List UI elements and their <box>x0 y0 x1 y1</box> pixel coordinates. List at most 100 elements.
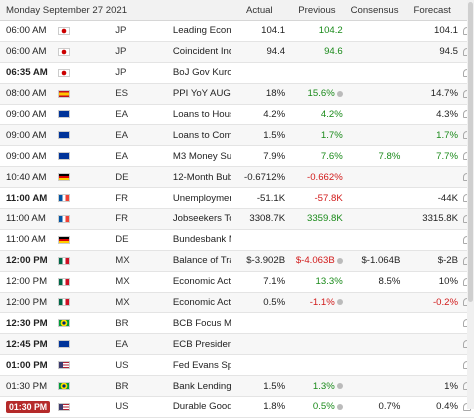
country-code: DE <box>115 234 129 246</box>
event-name[interactable]: Loans to Households YoY AUG <box>172 109 231 120</box>
table-row[interactable]: 12:00 PM MX Economic Activity MoM JUL 0.5% -… <box>0 292 474 314</box>
event-cell[interactable]: Loans to Companies YoY AUG <box>172 124 231 147</box>
actual-cell: 94.4 <box>230 41 289 63</box>
table-row[interactable]: 06:00 AM JP Leading Economic Index Final J… <box>0 20 474 42</box>
country-code: MX <box>115 276 130 288</box>
actual-value: 1.5% <box>263 380 286 392</box>
previous-value: -0.662% <box>307 171 343 183</box>
consensus-cell <box>345 292 404 314</box>
country-cell: FR <box>115 208 173 230</box>
actual-value: 7.1% <box>263 276 286 288</box>
event-time: 09:00 AM <box>6 129 47 141</box>
event-cell[interactable]: BoJ Gov Kuroda Speech🔊 <box>172 62 231 84</box>
table-row[interactable]: 06:35 AM JP BoJ Gov Kuroda Speech🔊 <box>0 62 474 84</box>
event-name[interactable]: Bank Lending MoM AUG <box>172 380 231 392</box>
event-name[interactable]: BoJ Gov Kuroda Speech <box>172 67 231 79</box>
previous-value: 0.5% <box>312 401 335 413</box>
table-row[interactable]: 11:00 AM FR Unemployment Benefit Claims AU… <box>0 187 474 210</box>
table-row[interactable]: 12:00 PM MX Balance of Trade AUG $-3.902B $-… <box>0 250 474 272</box>
actual-header[interactable]: Actual <box>230 0 289 21</box>
table-row[interactable]: 09:00 AM EA Loans to Companies YoY AUG 1.5%… <box>0 124 474 147</box>
forecast-cell: 7.7% <box>403 145 461 168</box>
event-cell[interactable]: BCB Focus Market Readout <box>172 312 231 335</box>
actual-value: 0.5% <box>263 297 286 309</box>
event-name[interactable]: Loans to Companies YoY AUG <box>172 129 231 141</box>
table-row[interactable]: 11:00 AM DE Bundesbank Monthly Report <box>0 229 474 251</box>
forecast-cell <box>403 166 461 189</box>
event-name[interactable]: BCB Focus Market Readout <box>172 317 231 329</box>
previous-cell: 3359.8K <box>288 208 346 230</box>
event-cell[interactable]: Durable Goods Orders MoM AUG <box>172 396 231 418</box>
event-cell[interactable]: Coincident Index Final JUL <box>172 41 231 63</box>
event-cell[interactable]: Leading Economic Index Final JUL <box>172 20 231 42</box>
event-name[interactable]: Economic Activity YoY JUL <box>172 276 231 288</box>
event-name[interactable]: ECB President Lagarde Speech <box>172 338 231 350</box>
event-cell[interactable]: Bank Lending MoM AUG <box>172 375 231 398</box>
consensus-cell <box>345 312 404 335</box>
event-name[interactable]: Economic Activity MoM JUL <box>172 297 231 309</box>
flag-cell <box>57 250 116 272</box>
event-name[interactable]: Bundesbank Monthly Report <box>172 234 231 246</box>
event-cell[interactable]: Loans to Households YoY AUG <box>172 104 231 126</box>
previous-cell: 1.3% <box>288 375 346 398</box>
event-cell[interactable]: Economic Activity YoY JUL <box>172 271 231 293</box>
table-row[interactable]: 09:00 AM EA Loans to Households YoY AUG 4.2… <box>0 104 474 126</box>
country-code: EA <box>115 338 129 350</box>
event-cell[interactable]: M3 Money Supply YoY AUG <box>172 145 231 168</box>
forecast-cell: 1% <box>403 375 461 398</box>
table-row[interactable]: 10:40 AM DE 12-Month Bubill Auction -0.6712… <box>0 166 474 189</box>
table-row[interactable]: 01:30 PM US Durable Goods Orders MoM AUG 1.… <box>0 396 474 418</box>
event-name[interactable]: Leading Economic Index Final JUL <box>172 25 231 37</box>
time-cell: 06:00 AM <box>0 20 58 42</box>
event-name[interactable]: Balance of Trade AUG <box>172 255 231 267</box>
event-time: 08:00 AM <box>6 88 47 100</box>
event-name[interactable]: Coincident Index Final JUL <box>172 46 231 58</box>
previous-value: 13.3% <box>315 276 343 288</box>
country-code: BR <box>115 317 129 329</box>
event-cell[interactable]: 12-Month Bubill Auction <box>172 166 231 189</box>
previous-value: 3359.8K <box>307 213 343 225</box>
event-name[interactable]: Unemployment Benefit Claims AUG <box>172 192 231 204</box>
actual-cell: -51.1K <box>230 187 289 210</box>
scrollbar[interactable] <box>467 0 474 409</box>
scroll-thumb[interactable] <box>468 2 473 302</box>
consensus-cell: 0.7% <box>345 396 404 418</box>
event-name[interactable]: Fed Evans Speech <box>172 359 231 371</box>
forecast-header[interactable]: Forecast <box>403 0 461 21</box>
previous-cell: 94.6 <box>288 41 346 63</box>
table-row[interactable]: 12:45 PM EA ECB President Lagarde Speech🔊 <box>0 333 474 356</box>
consensus-header[interactable]: Consensus <box>345 0 404 21</box>
flag-cell <box>57 208 116 230</box>
event-cell[interactable]: Balance of Trade AUG <box>172 250 231 272</box>
event-cell[interactable]: Bundesbank Monthly Report <box>172 229 231 251</box>
event-name[interactable]: Jobseekers Total AUG <box>172 213 231 225</box>
forecast-value: 1.7% <box>436 129 458 141</box>
event-cell[interactable]: Jobseekers Total AUG <box>172 208 231 230</box>
previous-value: -57.8K <box>314 192 343 204</box>
table-row[interactable]: 09:00 AM EA M3 Money Supply YoY AUG 7.9% 7.6… <box>0 145 474 168</box>
previous-header[interactable]: Previous <box>288 0 346 21</box>
event-name[interactable]: M3 Money Supply YoY AUG <box>172 150 231 162</box>
event-time: 12:00 PM <box>6 297 48 309</box>
event-name[interactable]: PPI YoY AUG <box>172 88 231 100</box>
event-cell[interactable]: PPI YoY AUG <box>172 83 231 105</box>
event-time: 11:00 AM <box>6 234 46 246</box>
event-cell[interactable]: Fed Evans Speech🔊 <box>172 354 231 377</box>
event-cell[interactable]: Unemployment Benefit Claims AUG <box>172 187 231 210</box>
table-row[interactable]: 06:00 AM JP Coincident Index Final JUL 94.4… <box>0 41 474 63</box>
event-cell[interactable]: ECB President Lagarde Speech🔊 <box>172 333 231 356</box>
table-row[interactable]: 11:00 AM FR Jobseekers Total AUG 3308.7K 335… <box>0 208 474 230</box>
consensus-cell <box>345 229 404 251</box>
event-cell[interactable]: Economic Activity MoM JUL <box>172 292 231 314</box>
forecast-value: $-2B <box>437 255 458 267</box>
table-row[interactable]: 12:00 PM MX Economic Activity YoY JUL 7.1% 1… <box>0 271 474 293</box>
table-row[interactable]: 01:00 PM US Fed Evans Speech🔊 <box>0 354 474 377</box>
table-row[interactable]: 01:30 PM BR Bank Lending MoM AUG 1.5% 1.3% 1% <box>0 375 474 398</box>
event-name[interactable]: Durable Goods Orders MoM AUG <box>172 401 231 413</box>
event-time: 01:00 PM <box>6 359 48 371</box>
table-row[interactable]: 12:30 PM BR BCB Focus Market Readout <box>0 312 474 335</box>
actual-cell <box>230 354 289 377</box>
event-name[interactable]: 12-Month Bubill Auction <box>172 171 231 183</box>
actual-cell: 1.5% <box>230 124 289 147</box>
table-row[interactable]: 08:00 AM ES PPI YoY AUG 18% 15.6% 14.7% <box>0 83 474 105</box>
